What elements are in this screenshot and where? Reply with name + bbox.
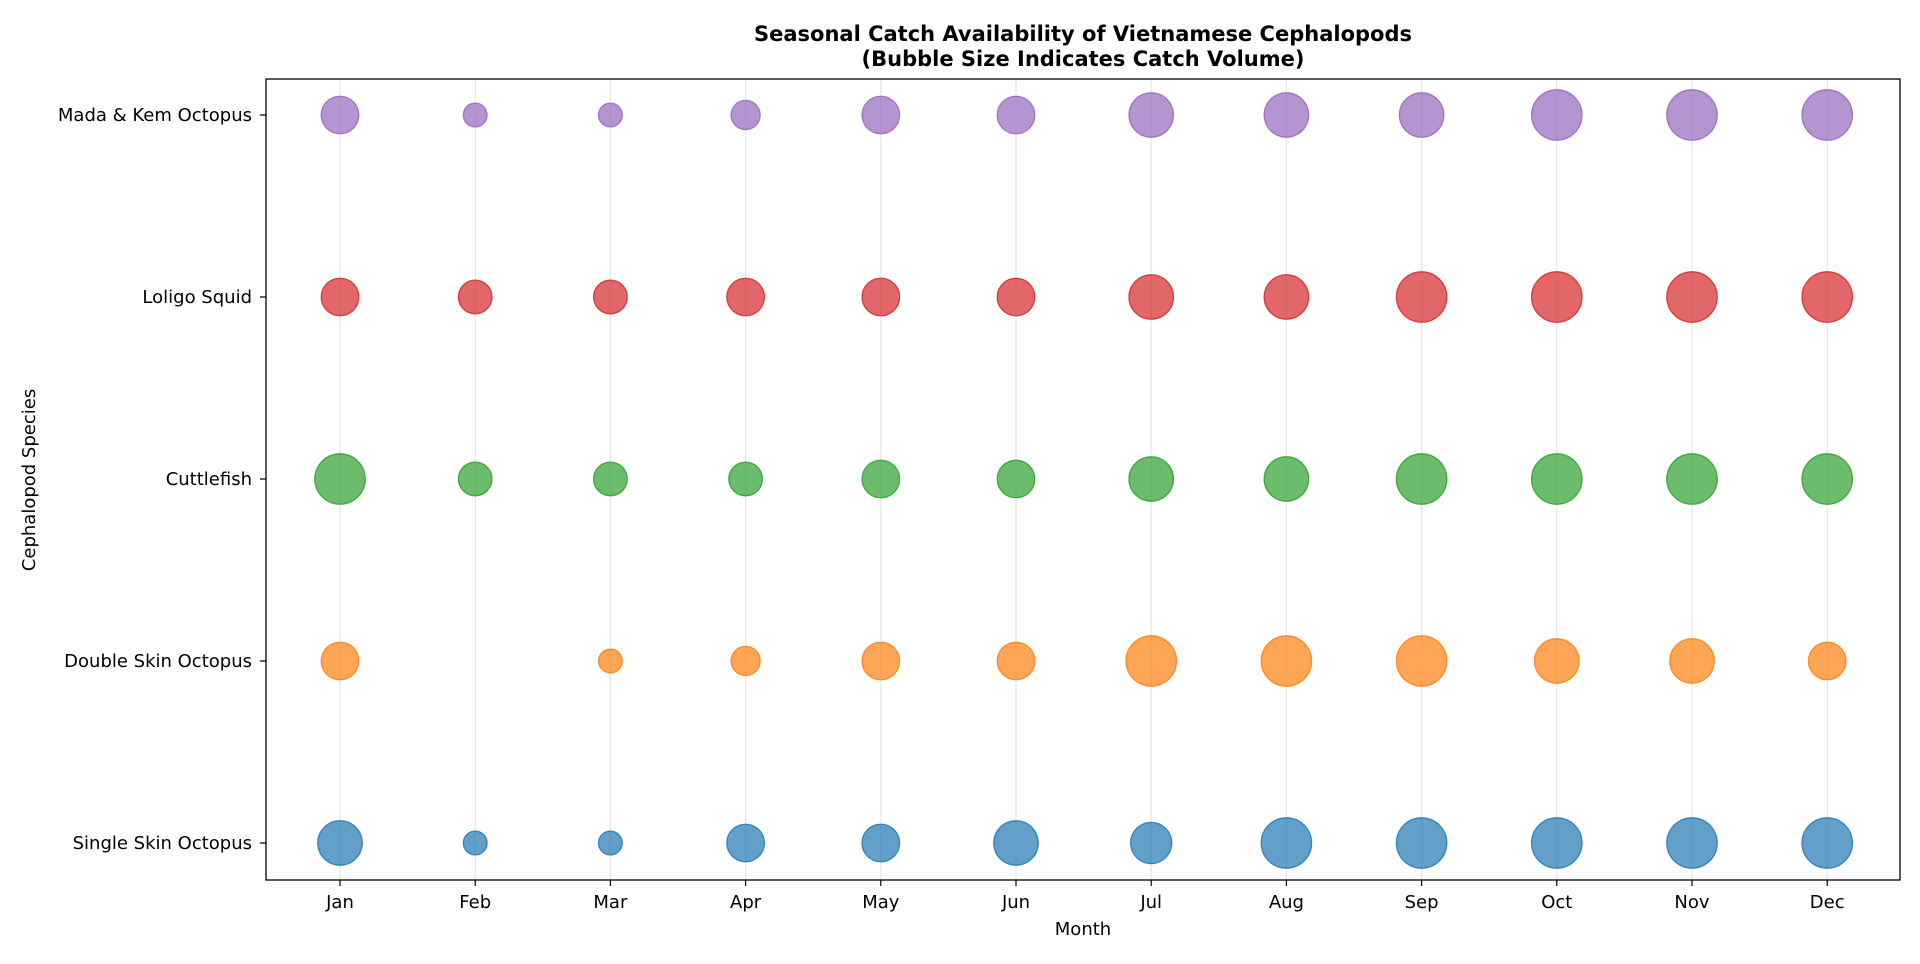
- bubble: [1398, 92, 1445, 138]
- bubble: [317, 820, 363, 866]
- bubble: [1395, 271, 1448, 323]
- bubble: [320, 641, 360, 681]
- series-loligo-squid: [320, 271, 1854, 323]
- bubble: [1530, 271, 1583, 323]
- bubble: [320, 95, 360, 135]
- x-tick-label: Aug: [1269, 892, 1304, 913]
- bubble: [1666, 453, 1718, 505]
- bubble: [996, 277, 1036, 317]
- x-tick-label: Nov: [1674, 892, 1709, 913]
- bubble: [597, 102, 623, 128]
- y-tick-label: Single Skin Octopus: [73, 833, 252, 854]
- bubble: [1801, 89, 1854, 141]
- bubble: [462, 830, 488, 856]
- x-tick-label: Oct: [1541, 892, 1572, 913]
- bubbles: [314, 89, 1854, 869]
- series-mada-kem-octopus: [320, 89, 1854, 141]
- bubble: [1260, 817, 1313, 869]
- bubble: [730, 645, 761, 677]
- bubble: [728, 461, 764, 497]
- bubble: [1395, 453, 1448, 505]
- x-tick-label: Sep: [1405, 892, 1439, 913]
- bubble: [457, 461, 493, 497]
- y-tick-label: Mada & Kem Octopus: [58, 105, 252, 126]
- bubble: [1128, 92, 1175, 138]
- bubble: [996, 459, 1036, 499]
- bubble: [726, 823, 766, 863]
- series-cuttlefish: [314, 453, 1854, 505]
- bubble: [1128, 456, 1175, 502]
- bubble: [1129, 821, 1173, 865]
- bubble: [597, 830, 623, 856]
- bubble: [1801, 453, 1854, 505]
- y-tick-label: Cuttlefish: [166, 469, 252, 490]
- y-tick-label: Loligo Squid: [142, 287, 252, 308]
- bubble: [597, 648, 623, 674]
- bubble: [730, 99, 761, 131]
- bubble: [726, 277, 766, 317]
- bubble: [1666, 817, 1718, 869]
- x-tick-label: Mar: [593, 892, 628, 913]
- bubble: [1125, 635, 1178, 687]
- bubble: [861, 823, 901, 863]
- x-tick-label: Jan: [325, 892, 354, 913]
- bubble: [1530, 453, 1583, 505]
- bubble: [996, 641, 1036, 681]
- bubble: [861, 641, 901, 681]
- bubble: [1530, 89, 1583, 141]
- y-tick-label: Double Skin Octopus: [64, 651, 252, 672]
- bubble: [1533, 638, 1580, 684]
- bubble: [1801, 817, 1854, 869]
- bubble: [314, 453, 366, 505]
- bubble: [996, 95, 1036, 135]
- x-axis-label: Month: [1055, 919, 1111, 940]
- bubble: [320, 277, 360, 317]
- bubble: [993, 820, 1039, 866]
- x-tick-label: Jun: [1001, 892, 1030, 913]
- bubble: [861, 277, 901, 317]
- gridlines: [339, 79, 1828, 880]
- bubble: [1530, 817, 1583, 869]
- bubble: [1669, 638, 1715, 684]
- bubble: [1395, 817, 1448, 869]
- x-tick-label: Dec: [1810, 892, 1845, 913]
- x-tick-label: Feb: [459, 892, 491, 913]
- series-single-skin-octopus: [317, 817, 1854, 869]
- bubble: [1666, 271, 1718, 323]
- bubble: [592, 279, 628, 315]
- bubble: [1666, 89, 1718, 141]
- bubble: [1263, 456, 1310, 502]
- x-tick-label: May: [862, 892, 900, 913]
- x-tick-label: Apr: [730, 892, 762, 913]
- bubble: [1128, 274, 1175, 320]
- x-tick-label: Jul: [1139, 892, 1162, 913]
- bubble: [1263, 274, 1310, 320]
- bubble: [861, 95, 901, 135]
- bubble: [462, 102, 488, 128]
- y-axis-label: Cephalopod Species: [19, 389, 40, 571]
- bubble: [861, 459, 901, 499]
- bubble: [1260, 635, 1313, 687]
- bubble: [1807, 641, 1847, 681]
- bubble: [1801, 271, 1854, 323]
- y-axis-ticks: Single Skin Octopus Double Skin Octopus Cu…: [58, 105, 266, 854]
- series-double-skin-octopus: [320, 635, 1847, 687]
- x-axis-ticks: Jan Feb Mar Apr May Jun Jul Aug Sep Oct Nov Dec: [325, 880, 1845, 913]
- plot-area-frame: [265, 78, 1901, 881]
- chart-title: Seasonal Catch Availability of Vietnames…: [754, 22, 1412, 46]
- bubble: [592, 461, 628, 497]
- bubble: [1395, 635, 1448, 687]
- bubble: [1263, 92, 1310, 138]
- chart-subtitle: (Bubble Size Indicates Catch Volume): [861, 47, 1305, 71]
- bubble: [457, 279, 493, 315]
